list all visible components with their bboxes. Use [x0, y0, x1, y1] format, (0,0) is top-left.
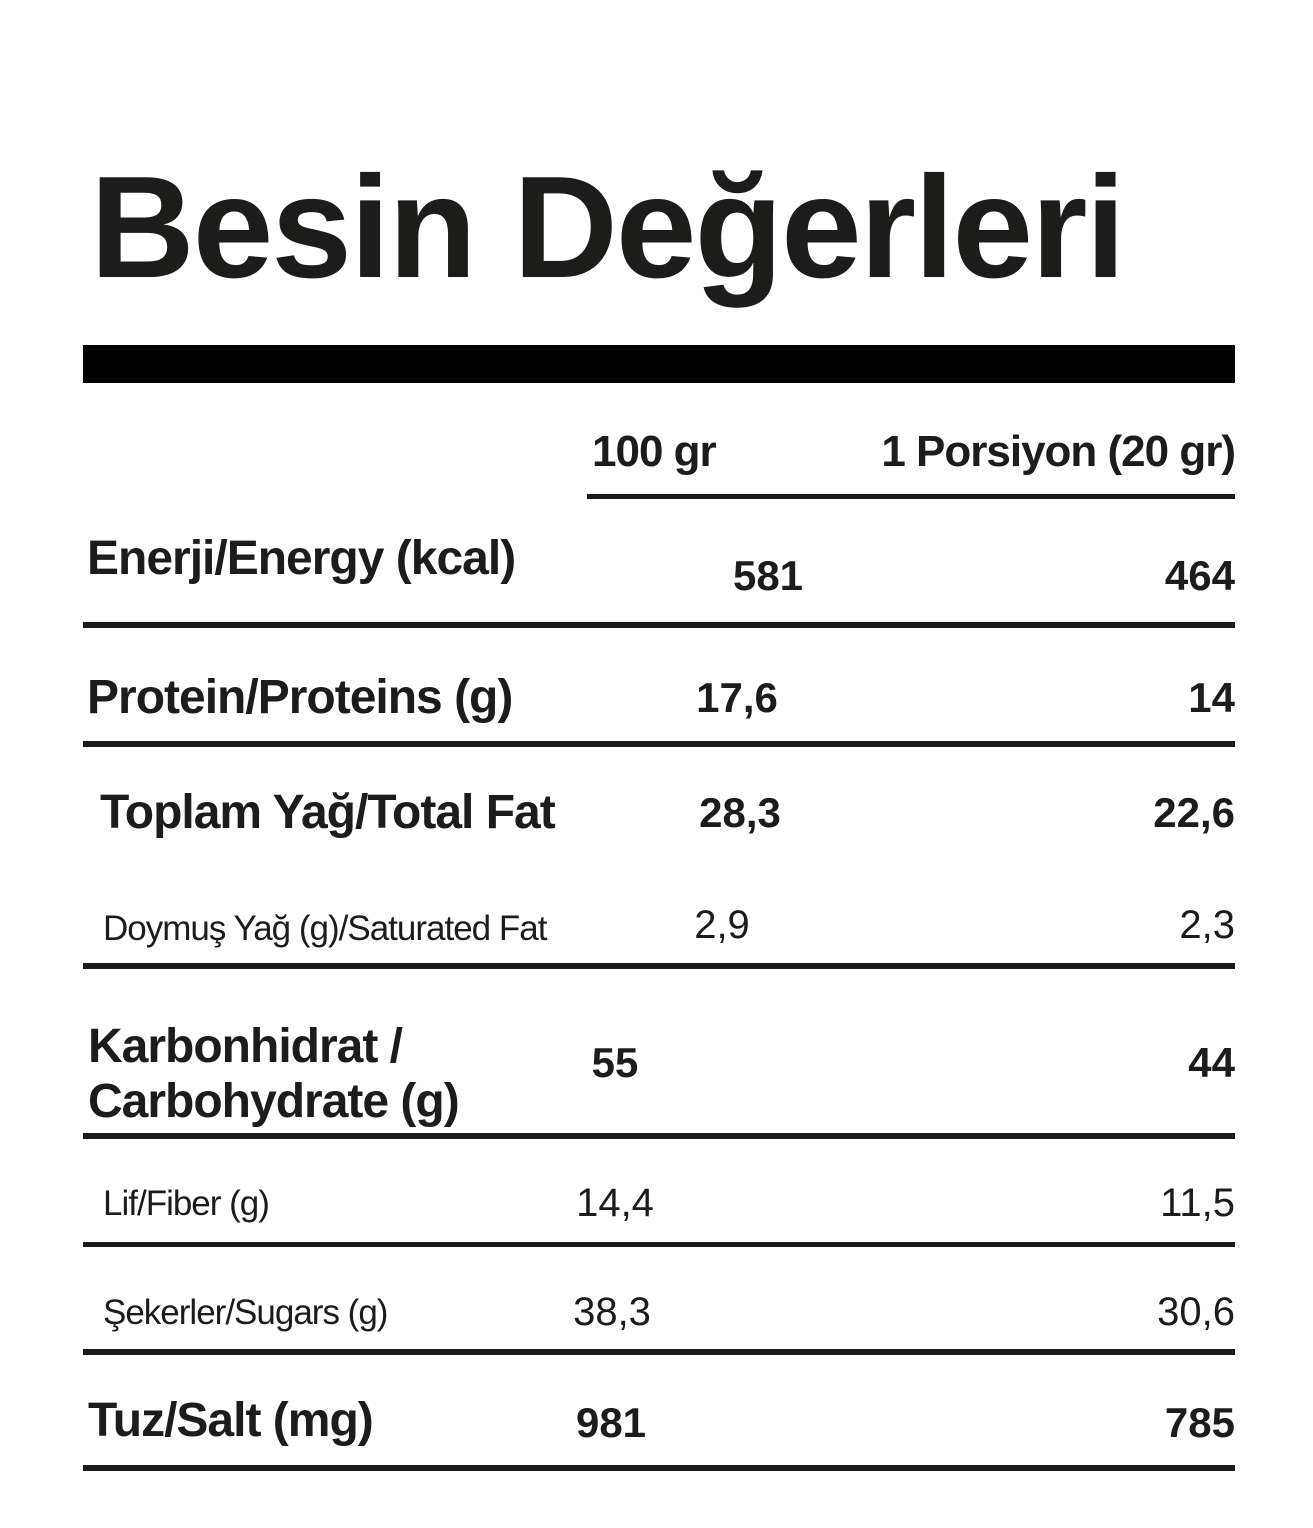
value-portion-carbohydrate: 44 — [1188, 1039, 1235, 1086]
row-label-fiber: Lif/Fiber (g) — [103, 1184, 270, 1223]
row-label-total-fat: Toplam Yağ/Total Fat — [100, 786, 556, 839]
value-portion-sugars: 30,6 — [1157, 1290, 1235, 1334]
separator-line — [83, 1349, 1235, 1355]
column-header-portion: 1 Porsiyon (20 gr) — [881, 427, 1236, 476]
value-100g-salt: 981 — [575, 1399, 647, 1446]
row-label-carbohydrate: Karbonhidrat / Carbohydrate (g) — [88, 1019, 608, 1129]
value-portion-salt: 785 — [1164, 1399, 1235, 1446]
value-100g-saturated-fat: 2,9 — [694, 903, 750, 947]
value-100g-sugars: 38,3 — [573, 1290, 651, 1334]
value-100g-total-fat: 28,3 — [699, 789, 781, 836]
row-label-saturated-fat: Doymuş Yağ (g)/Saturated Fat — [103, 909, 547, 948]
value-100g-carbohydrate: 55 — [591, 1039, 639, 1086]
column-header-100g: 100 gr — [592, 427, 717, 476]
row-label-protein: Protein/Proteins (g) — [87, 671, 513, 724]
row-label-carbohydrate-line1: Karbonhidrat / — [88, 1020, 403, 1073]
value-portion-protein: 14 — [1188, 674, 1235, 721]
value-portion-fiber: 11,5 — [1160, 1181, 1235, 1225]
separator-line — [83, 1133, 1235, 1139]
row-label-sugars: Şekerler/Sugars (g) — [103, 1293, 388, 1332]
header-bar — [83, 345, 1235, 383]
row-label-salt: Tuz/Salt (mg) — [88, 1394, 374, 1447]
page-title: Besin Değerleri — [90, 146, 1126, 308]
value-100g-protein: 17,6 — [696, 674, 778, 721]
separator-line — [83, 1465, 1235, 1471]
value-portion-total-fat: 22,6 — [1153, 789, 1235, 836]
value-portion-energy: 464 — [1164, 552, 1235, 599]
separator-line — [83, 1242, 1235, 1247]
value-portion-saturated-fat: 2,3 — [1179, 903, 1235, 947]
row-label-carbohydrate-line2: Carbohydrate (g) — [88, 1075, 460, 1128]
header-underline — [587, 494, 1235, 499]
separator-line — [83, 741, 1235, 747]
separator-line — [83, 963, 1235, 969]
value-100g-energy: 581 — [732, 552, 804, 599]
row-label-energy: Enerji/Energy (kcal) — [87, 532, 516, 585]
separator-line — [83, 622, 1235, 628]
value-100g-fiber: 14,4 — [576, 1181, 654, 1225]
